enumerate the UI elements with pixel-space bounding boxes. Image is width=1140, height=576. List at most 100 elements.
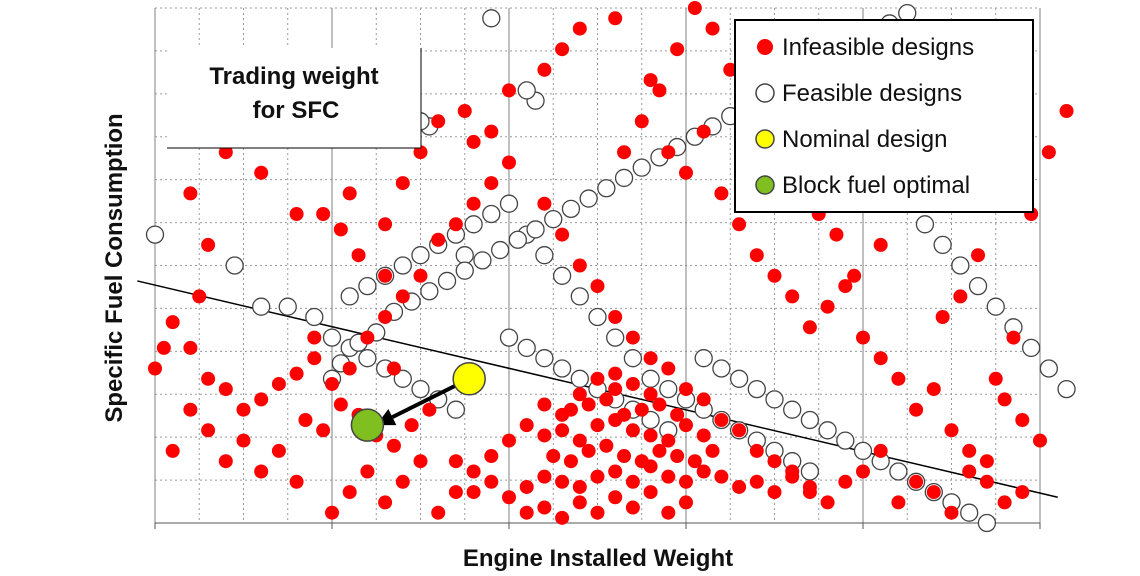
infeasible-point — [519, 418, 534, 433]
infeasible-point — [625, 376, 640, 391]
infeasible-point — [581, 397, 596, 412]
infeasible-point — [351, 248, 366, 263]
infeasible-point — [572, 258, 587, 273]
infeasible-point — [572, 387, 587, 402]
annotation-line-1: Trading weight — [209, 63, 378, 90]
infeasible-point — [342, 485, 357, 500]
feasible-point — [526, 220, 545, 239]
infeasible-point — [466, 196, 481, 211]
infeasible-point — [1015, 485, 1030, 500]
feasible-point — [836, 431, 855, 450]
infeasible-point — [1059, 104, 1074, 118]
infeasible-point — [165, 443, 180, 458]
infeasible-point — [643, 387, 658, 402]
infeasible-point — [572, 433, 587, 448]
infeasible-point — [696, 428, 711, 443]
infeasible-point — [413, 145, 428, 160]
feasible-point — [1057, 379, 1076, 399]
feasible-point — [853, 441, 873, 461]
infeasible-point — [378, 268, 393, 283]
infeasible-point — [466, 134, 481, 149]
feasible-point — [517, 338, 536, 358]
infeasible-point — [679, 474, 693, 489]
infeasible-point — [537, 428, 552, 443]
infeasible-point — [537, 62, 552, 77]
feasible-point — [455, 261, 474, 280]
infeasible-point — [891, 371, 906, 386]
infeasible-point — [643, 428, 658, 443]
infeasible-point — [608, 464, 623, 479]
infeasible-point — [395, 176, 410, 191]
infeasible-point — [652, 83, 667, 98]
infeasible-point — [201, 371, 216, 386]
feasible-point — [641, 369, 660, 388]
infeasible-point — [183, 402, 198, 417]
feasible-point — [464, 215, 483, 234]
feasible-point — [561, 199, 581, 219]
infeasible-point — [448, 485, 463, 500]
feasible-point — [482, 204, 501, 224]
infeasible-point — [687, 454, 702, 469]
infeasible-point — [661, 145, 676, 160]
infeasible-point — [608, 382, 623, 397]
infeasible-point — [767, 485, 782, 500]
infeasible-point — [732, 479, 747, 494]
infeasible-point — [926, 382, 941, 397]
infeasible-point — [652, 397, 667, 412]
infeasible-point — [201, 237, 216, 252]
feasible-point — [614, 168, 634, 188]
infeasible-point — [714, 469, 729, 484]
infeasible-point — [820, 495, 835, 510]
infeasible-point — [935, 310, 950, 324]
infeasible-point — [360, 464, 375, 479]
infeasible-point — [254, 464, 269, 479]
feasible-point — [915, 215, 935, 234]
feasible-point — [411, 379, 430, 399]
infeasible-point — [971, 248, 986, 263]
legend-marker-infeasible — [757, 39, 773, 55]
feasible-point — [358, 349, 377, 368]
infeasible-point — [502, 155, 516, 170]
feasible-point — [393, 256, 412, 275]
infeasible-point — [148, 361, 162, 376]
infeasible-point — [608, 366, 623, 381]
feasible-point — [552, 266, 572, 285]
infeasible-point — [572, 495, 587, 510]
infeasible-point — [661, 469, 676, 484]
infeasible-point — [723, 62, 738, 77]
infeasible-point — [546, 449, 561, 464]
infeasible-points-layer — [148, 1, 1074, 525]
infeasible-point — [422, 402, 437, 417]
infeasible-point — [926, 485, 941, 500]
feasible-point — [570, 287, 589, 306]
annotation-box: Trading weight for SFC — [167, 48, 422, 149]
feasible-point — [499, 194, 519, 213]
legend: Infeasible designs Feasible designs Nomi… — [734, 19, 1034, 213]
infeasible-point — [386, 438, 401, 453]
infeasible-point — [218, 382, 233, 397]
infeasible-point — [404, 418, 419, 433]
infeasible-point — [997, 495, 1012, 510]
infeasible-point — [802, 485, 817, 500]
infeasible-point — [484, 449, 499, 464]
infeasible-point — [634, 454, 649, 469]
feasible-point — [278, 297, 297, 316]
infeasible-point — [749, 474, 764, 489]
infeasible-point — [537, 500, 552, 515]
feasible-point — [977, 513, 997, 533]
infeasible-point — [617, 449, 632, 464]
infeasible-point — [342, 186, 357, 201]
feasible-point — [968, 276, 988, 296]
legend-marker-optimal — [755, 175, 775, 195]
feasible-point — [960, 503, 979, 522]
feasible-point — [517, 81, 536, 100]
infeasible-point — [316, 207, 331, 221]
feasible-point — [420, 282, 439, 301]
infeasible-point — [236, 402, 251, 417]
infeasible-point — [572, 21, 587, 36]
legend-label-nominal: Nominal design — [782, 126, 947, 153]
infeasible-point — [979, 474, 994, 489]
infeasible-point — [484, 176, 499, 191]
block-fuel-optimal-point — [350, 408, 385, 442]
